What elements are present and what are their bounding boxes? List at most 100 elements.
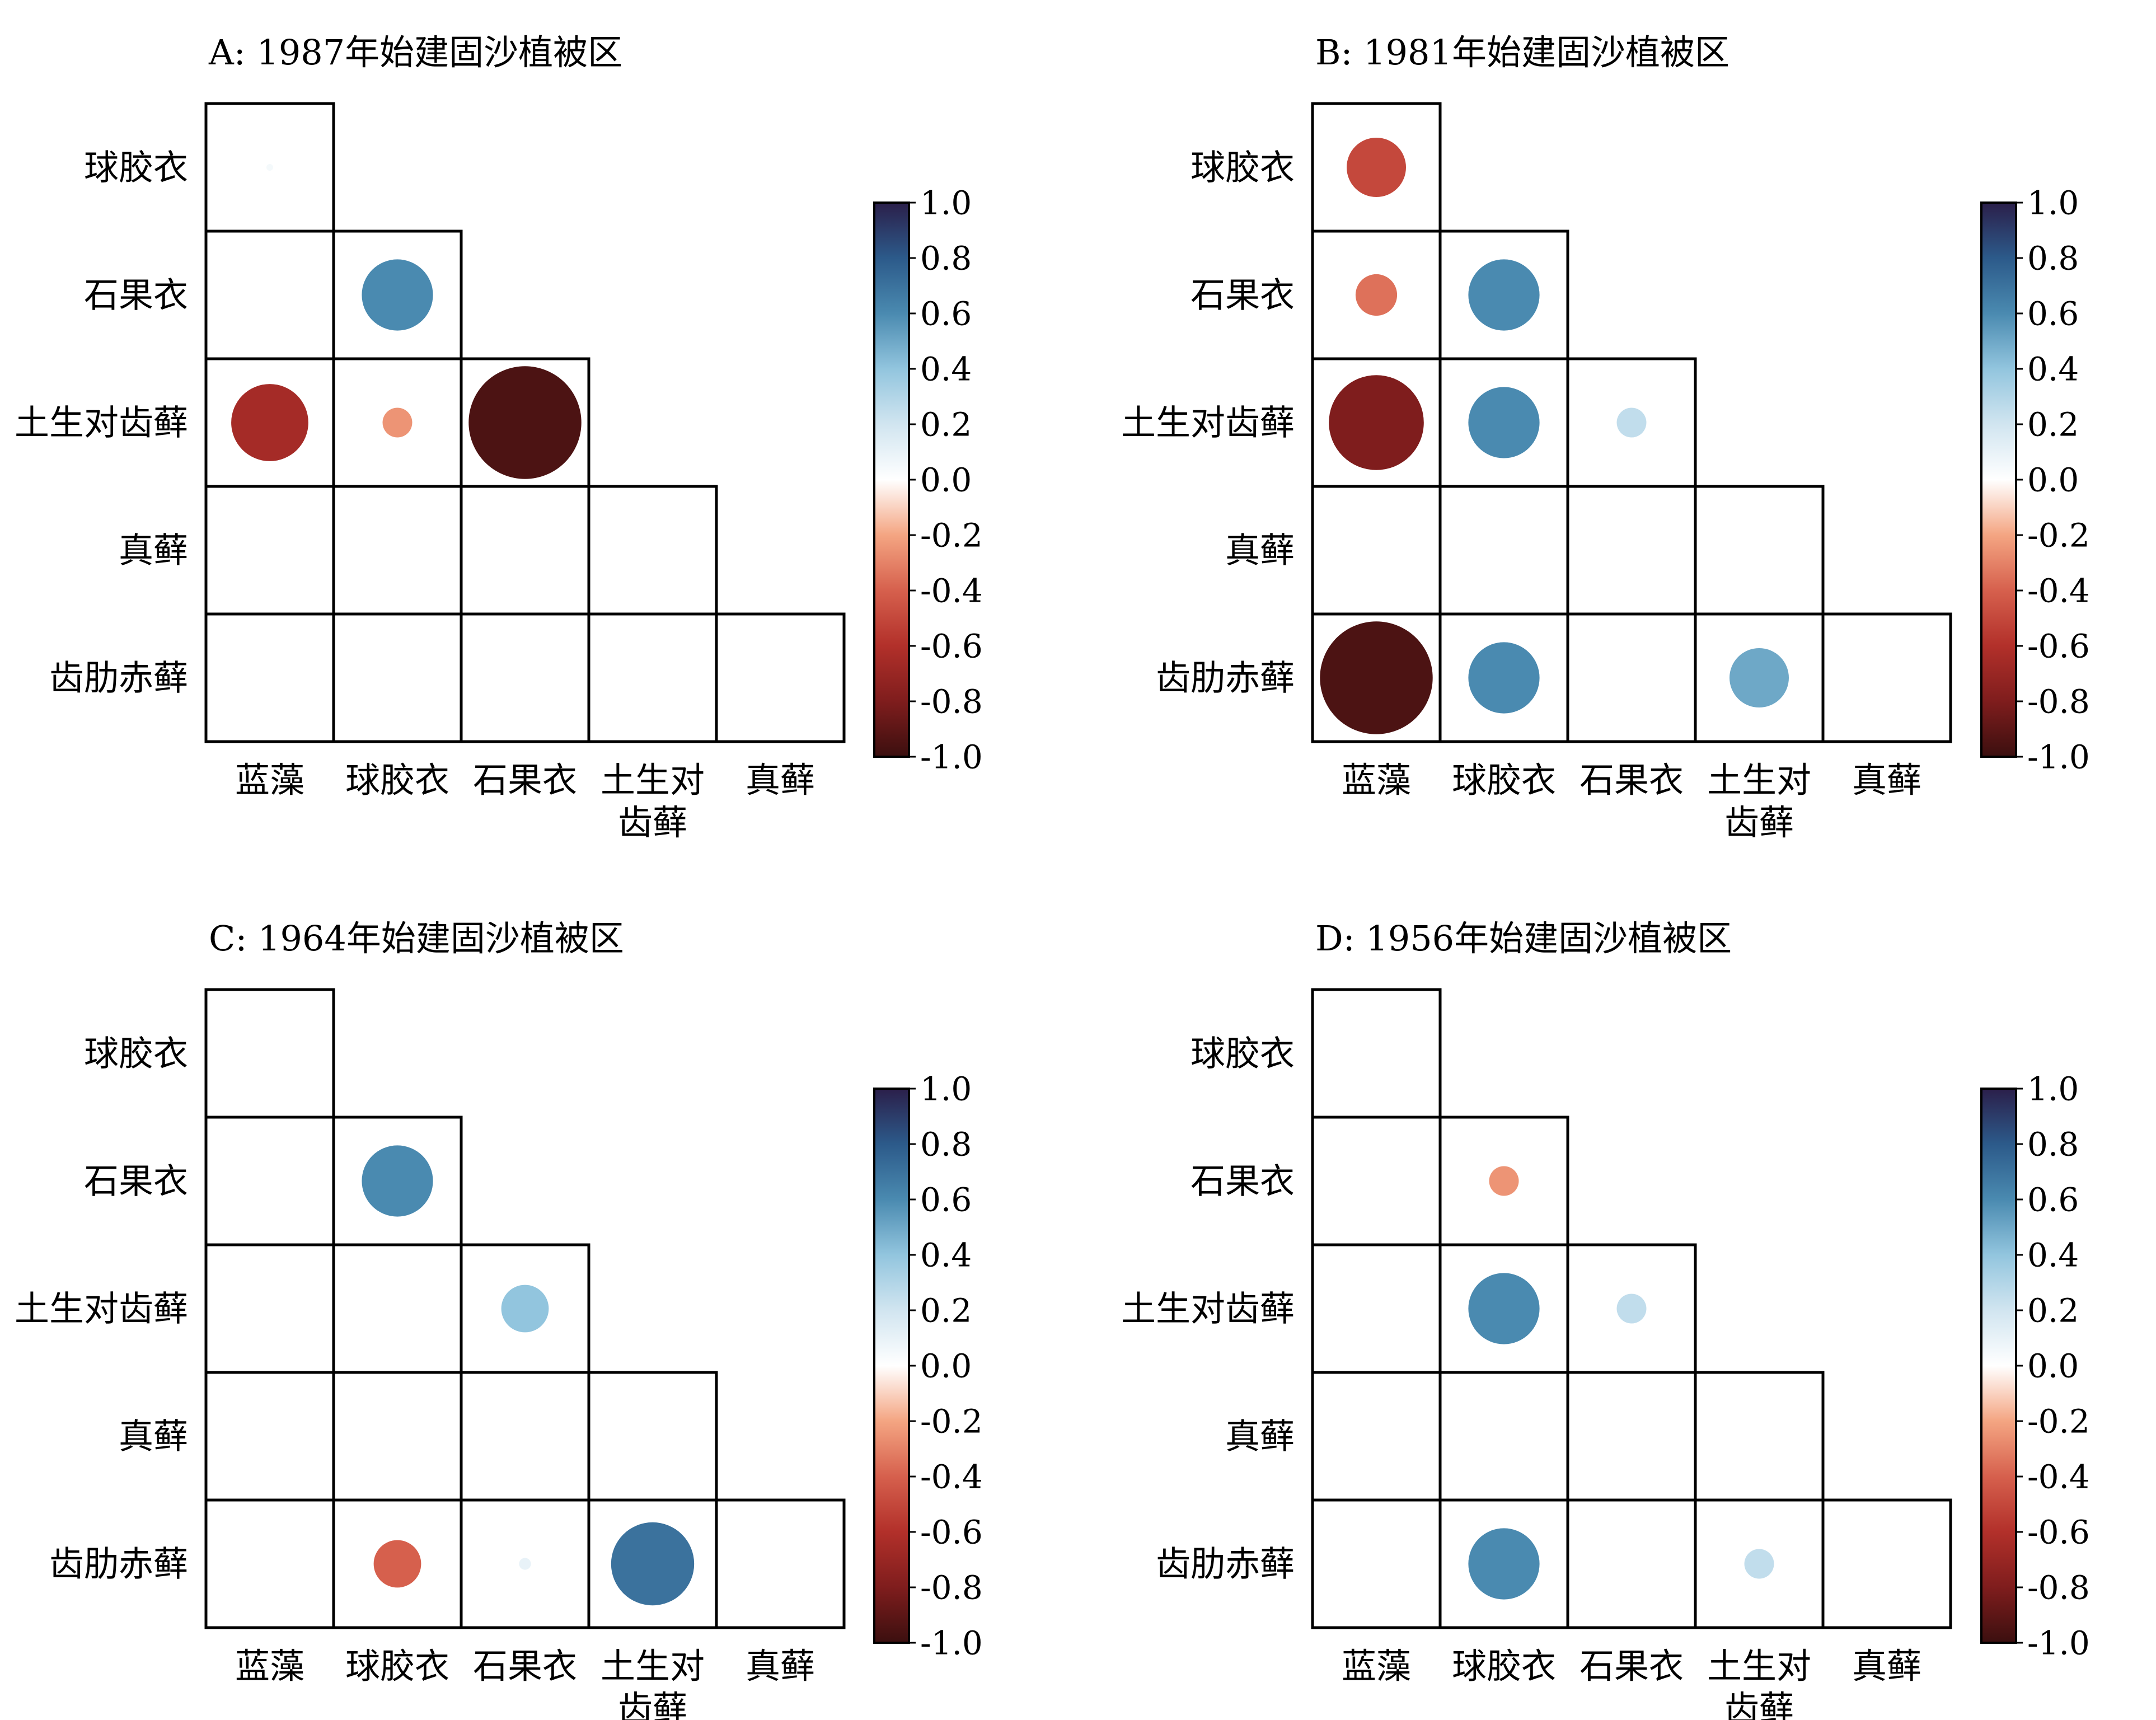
grid-cell: [204, 1498, 335, 1629]
colorbar-tick-label: 0.4: [920, 350, 972, 388]
colorbar-tick-label: 0.8: [920, 239, 972, 277]
grid-cell: [332, 1371, 463, 1502]
correlation-circle: [501, 1285, 549, 1333]
column-label: 土生对: [601, 1646, 705, 1686]
grid-cell: [1311, 485, 1442, 616]
grid-cell: [1566, 612, 1697, 743]
row-label: 石果衣: [84, 1161, 188, 1202]
grid-cell: [204, 612, 335, 743]
colorbar-tick-label: -0.2: [920, 516, 983, 554]
correlation-circle: [362, 259, 433, 331]
grid-cell: [460, 1371, 590, 1502]
grid-cell: [460, 612, 590, 743]
row-label: 石果衣: [1191, 1161, 1295, 1202]
grid-cell: [587, 612, 718, 743]
column-label: 球胶衣: [345, 1646, 449, 1686]
grid-cell: [1438, 1371, 1569, 1502]
row-label: 齿肋赤藓: [1156, 1544, 1295, 1585]
column-label: 真藓: [1852, 760, 1921, 800]
colorbar-tick-label: -0.6: [920, 1513, 983, 1551]
grid-cell: [587, 1371, 718, 1502]
column-label: 球胶衣: [1452, 760, 1556, 800]
grid-cell: [1311, 1116, 1442, 1246]
colorbar-tick-label: 1.0: [920, 184, 972, 222]
row-label: 齿肋赤藓: [49, 1544, 188, 1585]
grid-cell: [204, 1371, 335, 1502]
row-label: 真藓: [1225, 1416, 1295, 1457]
row-label: 真藓: [119, 1416, 188, 1457]
grid-cell: [1566, 1498, 1697, 1629]
colorbar-tick-label: -0.4: [2027, 1457, 2090, 1496]
row-label: 土生对齿藓: [15, 402, 188, 443]
colorbar-tick-label: -0.2: [2027, 1402, 2090, 1440]
correlation-circle: [1355, 274, 1398, 316]
correlation-circle: [1468, 642, 1540, 714]
grid-cell: [1566, 485, 1697, 616]
panel-title: D: 1956年始建固沙植被区: [1315, 918, 1732, 959]
grid-cell: [460, 485, 590, 616]
column-label: 齿藓: [1724, 802, 1794, 843]
colorbar-tick-label: 0.0: [2027, 461, 2079, 499]
column-label: 齿藓: [1724, 1688, 1794, 1720]
colorbar-tick-label: -1.0: [920, 1624, 983, 1662]
correlation-circle: [1329, 375, 1424, 470]
colorbar-tick-label: 1.0: [2027, 1070, 2079, 1108]
correlation-circle: [1468, 259, 1540, 331]
colorbar-tick-label: 1.0: [920, 1070, 972, 1108]
column-label: 土生对: [1707, 760, 1811, 800]
colorbar: [1980, 201, 2017, 758]
correlation-circle: [519, 1558, 531, 1570]
column-label: 土生对: [1707, 1646, 1811, 1686]
column-label: 真藓: [746, 760, 815, 800]
colorbar-tick-label: -0.8: [2027, 1568, 2090, 1606]
column-label: 球胶衣: [1452, 1646, 1556, 1686]
row-label: 石果衣: [1191, 275, 1295, 316]
colorbar-tick-label: 0.0: [2027, 1347, 2079, 1385]
colorbar-tick-label: 0.4: [920, 1236, 972, 1274]
row-label: 球胶衣: [1191, 1033, 1295, 1074]
column-label: 蓝藻: [1342, 1646, 1411, 1686]
colorbar-tick-label: -0.2: [2027, 516, 2090, 554]
correlation-circle: [382, 407, 413, 438]
colorbar-tick-label: -1.0: [2027, 738, 2090, 776]
column-label: 蓝藻: [1342, 760, 1411, 800]
grid-cell: [204, 988, 335, 1119]
row-label: 齿肋赤藓: [49, 658, 188, 699]
grid-cell: [587, 485, 718, 616]
grid-cell: [204, 1243, 335, 1374]
correlation-circle: [1468, 1273, 1540, 1344]
grid-cell: [715, 1498, 846, 1629]
colorbar-tick-label: -0.8: [920, 1568, 983, 1606]
grid-cell: [1311, 1243, 1442, 1374]
colorbar-tick-label: 0.6: [920, 294, 972, 332]
row-label: 土生对齿藓: [1121, 402, 1295, 443]
grid-cell: [1821, 612, 1952, 743]
colorbar-tick-label: 0.2: [920, 1291, 972, 1329]
colorbar-tick-label: 0.4: [2027, 1236, 2079, 1274]
colorbar-tick-label: 0.2: [920, 405, 972, 443]
colorbar-tick-label: 0.6: [2027, 294, 2079, 332]
column-label: 齿藓: [618, 802, 687, 843]
colorbar-tick-label: -1.0: [2027, 1624, 2090, 1662]
correlation-circle: [266, 164, 273, 171]
column-label: 球胶衣: [345, 760, 449, 800]
correlation-circle: [611, 1522, 695, 1606]
correlation-circle: [1616, 407, 1647, 438]
colorbar-tick-label: 0.8: [2027, 239, 2079, 277]
colorbar-tick-label: -0.6: [920, 627, 983, 665]
column-label: 真藓: [746, 1646, 815, 1686]
grid-cell: [1821, 1498, 1952, 1629]
correlation-circle: [373, 1540, 421, 1588]
row-label: 球胶衣: [84, 1033, 188, 1074]
colorbar-tick-label: 0.2: [2027, 405, 2079, 443]
colorbar-tick-label: 1.0: [2027, 184, 2079, 222]
row-label: 真藓: [1225, 530, 1295, 571]
colorbar-tick-label: 0.0: [920, 461, 972, 499]
correlation-circle: [1730, 648, 1789, 707]
colorbar-tick-label: -0.4: [2027, 571, 2090, 610]
row-label: 石果衣: [84, 275, 188, 316]
colorbar-tick-label: 0.4: [2027, 350, 2079, 388]
